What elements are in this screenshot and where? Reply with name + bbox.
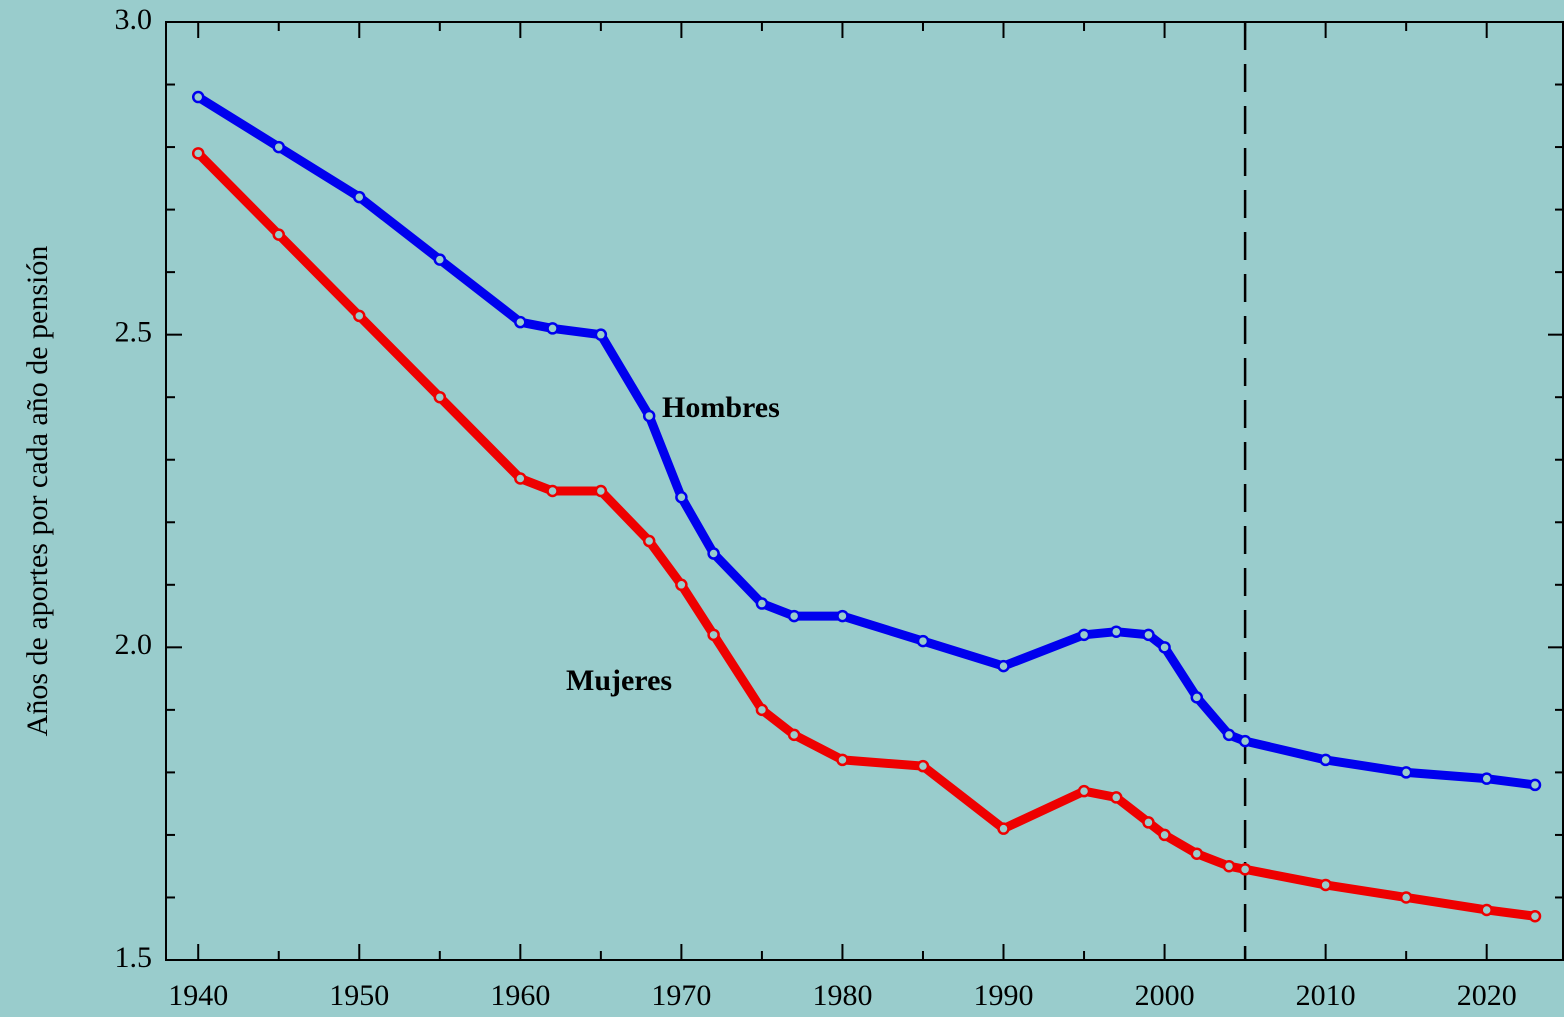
point (1222, 728, 1236, 742)
x-tick-label: 1970 (651, 979, 711, 1012)
point (1158, 828, 1171, 842)
x-tick-label: 2000 (1135, 979, 1195, 1012)
point (514, 472, 527, 485)
point (546, 484, 559, 498)
point (642, 409, 656, 423)
point (1110, 625, 1123, 638)
x-tick-label: 1980 (812, 979, 872, 1012)
point (916, 759, 930, 773)
point (1158, 641, 1171, 654)
y-tick-label: 2.0 (115, 628, 153, 661)
point (836, 609, 849, 623)
point (1077, 784, 1091, 798)
point (1399, 891, 1413, 904)
point (787, 728, 801, 742)
point (1238, 863, 1252, 876)
point (1238, 734, 1252, 748)
point (836, 753, 849, 767)
point (707, 547, 720, 560)
point (675, 491, 688, 504)
point (1222, 859, 1236, 873)
x-tick-label: 1990 (974, 979, 1034, 1012)
x-tick-label: 2020 (1457, 979, 1517, 1012)
point (997, 659, 1010, 673)
y-tick-label: 2.5 (115, 316, 153, 349)
plot-frame (165, 21, 1564, 961)
y-axis-label: Años de aportes por cada año de pensión (21, 246, 54, 737)
point (594, 484, 608, 498)
point (272, 228, 285, 241)
y-tick-label: 3.0 (115, 3, 153, 36)
point (353, 190, 366, 204)
point (675, 578, 688, 592)
point (1319, 878, 1332, 892)
point (546, 322, 559, 335)
point (1142, 628, 1155, 642)
series-label: Mujeres (566, 664, 672, 697)
y-tick-label: 1.5 (115, 941, 153, 974)
x-tick-label: 1940 (168, 979, 228, 1012)
point (1480, 772, 1493, 785)
point (707, 628, 720, 642)
series-line (195, 150, 1536, 921)
x-tick-label: 2010 (1296, 979, 1356, 1012)
point (1399, 766, 1413, 779)
point (1319, 753, 1332, 767)
x-tick-label: 1950 (329, 979, 389, 1012)
x-tick-label: 1960 (490, 979, 550, 1012)
point (191, 90, 205, 104)
point (191, 147, 205, 160)
point (433, 253, 447, 266)
point (1077, 628, 1091, 642)
point (1190, 847, 1204, 860)
point (272, 140, 285, 154)
point (433, 390, 447, 404)
point (755, 703, 769, 717)
point (1110, 791, 1123, 804)
point (1142, 816, 1155, 829)
point (514, 315, 527, 329)
point (1528, 778, 1542, 792)
series-label: Hombres (662, 391, 780, 424)
point (1480, 903, 1493, 917)
point (755, 597, 769, 610)
point (642, 534, 656, 548)
point (1528, 909, 1542, 923)
point (787, 609, 801, 623)
point (1190, 691, 1204, 704)
point (594, 328, 608, 341)
point (916, 634, 930, 648)
point (997, 822, 1010, 835)
point (353, 309, 366, 323)
series-line (195, 93, 1536, 790)
